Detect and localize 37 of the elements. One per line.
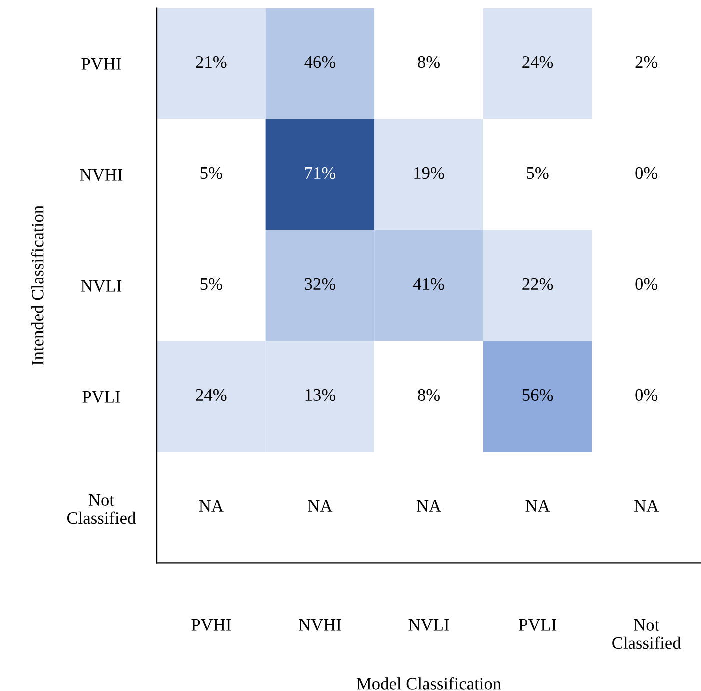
data-label: 41% (413, 278, 444, 290)
data-label: 71% (305, 167, 336, 180)
data-label: 0% (636, 167, 658, 180)
x-tick-label: PVHI (192, 619, 232, 632)
data-label: 56% (522, 389, 554, 402)
text: NA (308, 500, 333, 512)
x-axis-title: Model Classification (356, 677, 502, 690)
data-label: 24% (522, 56, 554, 68)
y-tick-label: Not Classified (67, 494, 136, 524)
text: NA (526, 500, 550, 512)
text: NA (199, 500, 224, 512)
data-label: 32% (305, 278, 336, 290)
data-label: 0% (636, 389, 658, 402)
data-label: 5% (200, 167, 222, 180)
data-label: 21% (196, 56, 227, 68)
x-tick-label: NVHI (299, 619, 342, 632)
y-axis-title: Intended Classification (31, 206, 44, 366)
x-tick-label: PVLI (519, 619, 556, 632)
data-label: 5% (200, 278, 222, 290)
data-label: 8% (418, 56, 440, 68)
data-label: 2% (636, 56, 658, 68)
x-tick-label: Not Classified (612, 619, 682, 650)
data-label: 19% (414, 167, 444, 180)
y-tick-label: PVLI (82, 391, 120, 403)
x-tick-label: NVLI (408, 619, 450, 632)
y-tick-label: PVHI (82, 58, 122, 70)
data-label: 13% (306, 389, 336, 402)
text: NA (634, 500, 660, 512)
y-tick-label: NVLI (81, 280, 122, 292)
data-label: 24% (196, 389, 227, 402)
y-tick-label: NVHI (80, 169, 123, 182)
data-label: 46% (304, 56, 336, 68)
data-label: 0% (636, 278, 658, 290)
data-label: 22% (522, 278, 554, 290)
text: NA (416, 500, 442, 512)
data-label: 8% (418, 389, 440, 402)
data-label: 5% (527, 167, 549, 180)
